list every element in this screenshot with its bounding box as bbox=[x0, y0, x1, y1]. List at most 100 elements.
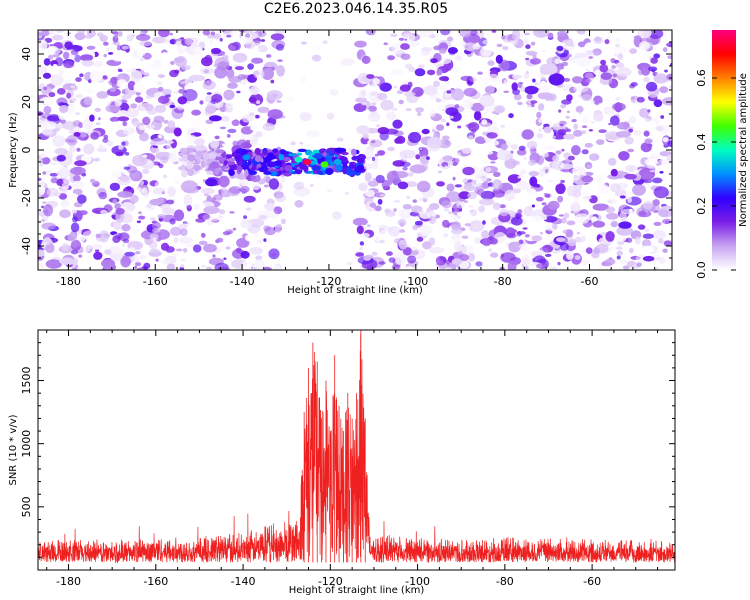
heatmap-cell bbox=[466, 76, 474, 87]
heatmap-cell bbox=[662, 248, 668, 253]
heatmap-cell bbox=[182, 89, 198, 102]
heatmap-cell bbox=[399, 149, 416, 159]
colorbar-label: Normalized spectral amplitude bbox=[738, 73, 749, 227]
heatmap-cell bbox=[199, 67, 215, 75]
heatmap-cell bbox=[404, 63, 413, 69]
heatmap-cell bbox=[555, 150, 562, 155]
heatmap-cell bbox=[416, 236, 424, 242]
heatmap-cell bbox=[105, 104, 120, 113]
heatmap-cell bbox=[364, 172, 372, 182]
heatmap-cell bbox=[653, 209, 659, 213]
heatmap-cell bbox=[642, 200, 654, 210]
heatmap-cell bbox=[66, 92, 72, 99]
heatmap-cell bbox=[556, 45, 564, 52]
heatmap-cell bbox=[139, 40, 153, 47]
heatmap-cell bbox=[96, 238, 101, 242]
heatmap-cell bbox=[118, 232, 130, 242]
heatmap-cell bbox=[518, 225, 526, 231]
heatmap-cell bbox=[595, 139, 605, 145]
heatmap-cell bbox=[390, 68, 403, 76]
heatmap-cell bbox=[209, 115, 222, 122]
heatmap-cell bbox=[117, 116, 130, 122]
heatmap-cell bbox=[531, 148, 536, 152]
heatmap-cell bbox=[574, 236, 583, 243]
heatmap-cell bbox=[441, 200, 452, 209]
heatmap-cell bbox=[72, 216, 78, 223]
heatmap-cell bbox=[273, 191, 284, 199]
heatmap-cell bbox=[229, 186, 242, 194]
heatmap-cell bbox=[636, 96, 645, 103]
heatmap-cell bbox=[394, 252, 407, 265]
heatmap-cell bbox=[528, 171, 540, 177]
heatmap-cell bbox=[440, 118, 446, 123]
heatmap-cell bbox=[558, 214, 565, 217]
heatmap-cell bbox=[509, 139, 513, 142]
heatmap-cell bbox=[351, 148, 357, 156]
heatmap-cell bbox=[523, 38, 529, 45]
heatmap-cell bbox=[573, 85, 589, 93]
heatmap-cell bbox=[110, 246, 121, 255]
heatmap-cell bbox=[570, 202, 581, 213]
heatmap-cell bbox=[559, 123, 564, 127]
heatmap-cell bbox=[369, 139, 383, 148]
heatmap-cell bbox=[364, 189, 375, 198]
heatmap-cell bbox=[61, 182, 70, 188]
heatmap-cell bbox=[507, 174, 521, 184]
heatmap-cell bbox=[278, 153, 285, 161]
heatmap-cell bbox=[184, 211, 195, 221]
heatmap-cell bbox=[245, 207, 252, 211]
heatmap-cell bbox=[637, 30, 644, 36]
x-tick-label: -180 bbox=[56, 575, 81, 588]
heatmap-cell bbox=[634, 236, 641, 245]
heatmap-cell bbox=[614, 102, 623, 113]
heatmap-cell bbox=[666, 42, 672, 48]
heatmap-cell bbox=[641, 245, 654, 253]
heatmap-cell bbox=[613, 46, 628, 54]
heatmap-cell bbox=[222, 54, 229, 61]
heatmap-cell bbox=[492, 202, 501, 210]
heatmap-cell bbox=[90, 132, 100, 140]
heatmap-cell bbox=[652, 230, 666, 240]
heatmap-cell bbox=[586, 164, 593, 169]
heatmap-cell bbox=[322, 40, 328, 44]
heatmap-cell bbox=[400, 43, 410, 50]
heatmap-cell bbox=[232, 52, 248, 63]
heatmap-cell bbox=[404, 38, 408, 41]
heatmap-cell bbox=[260, 39, 266, 42]
heatmap-cell bbox=[446, 81, 451, 86]
heatmap-cell bbox=[256, 100, 261, 105]
heatmap-cell bbox=[136, 34, 151, 41]
heatmap-cell bbox=[646, 81, 658, 92]
heatmap-cell bbox=[461, 235, 469, 239]
heatmap-cell bbox=[313, 153, 324, 159]
heatmap-cell bbox=[281, 48, 295, 57]
heatmap-cell bbox=[155, 258, 159, 262]
heatmap-cell bbox=[186, 164, 194, 169]
heatmap-cell bbox=[143, 262, 151, 270]
heatmap-cell bbox=[355, 252, 365, 257]
heatmap-cell bbox=[361, 233, 370, 238]
heatmap-cell bbox=[274, 224, 282, 233]
heatmap-cell bbox=[256, 163, 262, 168]
heatmap-cell bbox=[644, 116, 652, 122]
heatmap-cell bbox=[70, 97, 77, 102]
heatmap-cell bbox=[444, 208, 449, 212]
heatmap-cell bbox=[479, 95, 495, 107]
heatmap-cell bbox=[473, 110, 482, 121]
heatmap-cell bbox=[124, 251, 136, 257]
snr-axes: -180 -160 -140 -120 -100 -80 -60 500 1000 1500 Hei… bbox=[8, 329, 676, 596]
heatmap-cell bbox=[94, 183, 99, 187]
heatmap-cell bbox=[146, 124, 156, 129]
heatmap-cell bbox=[571, 98, 579, 106]
heatmap-cell bbox=[518, 245, 522, 249]
heatmap-cell bbox=[503, 78, 510, 86]
heatmap-cell bbox=[272, 148, 279, 153]
heatmap-cell bbox=[43, 204, 53, 217]
heatmap-cell bbox=[250, 266, 254, 269]
heatmap-cell bbox=[151, 62, 163, 70]
heatmap-cell bbox=[294, 156, 303, 163]
heatmap-cell bbox=[572, 76, 583, 84]
heatmap-cell bbox=[507, 260, 517, 270]
heatmap-cell bbox=[600, 59, 606, 66]
